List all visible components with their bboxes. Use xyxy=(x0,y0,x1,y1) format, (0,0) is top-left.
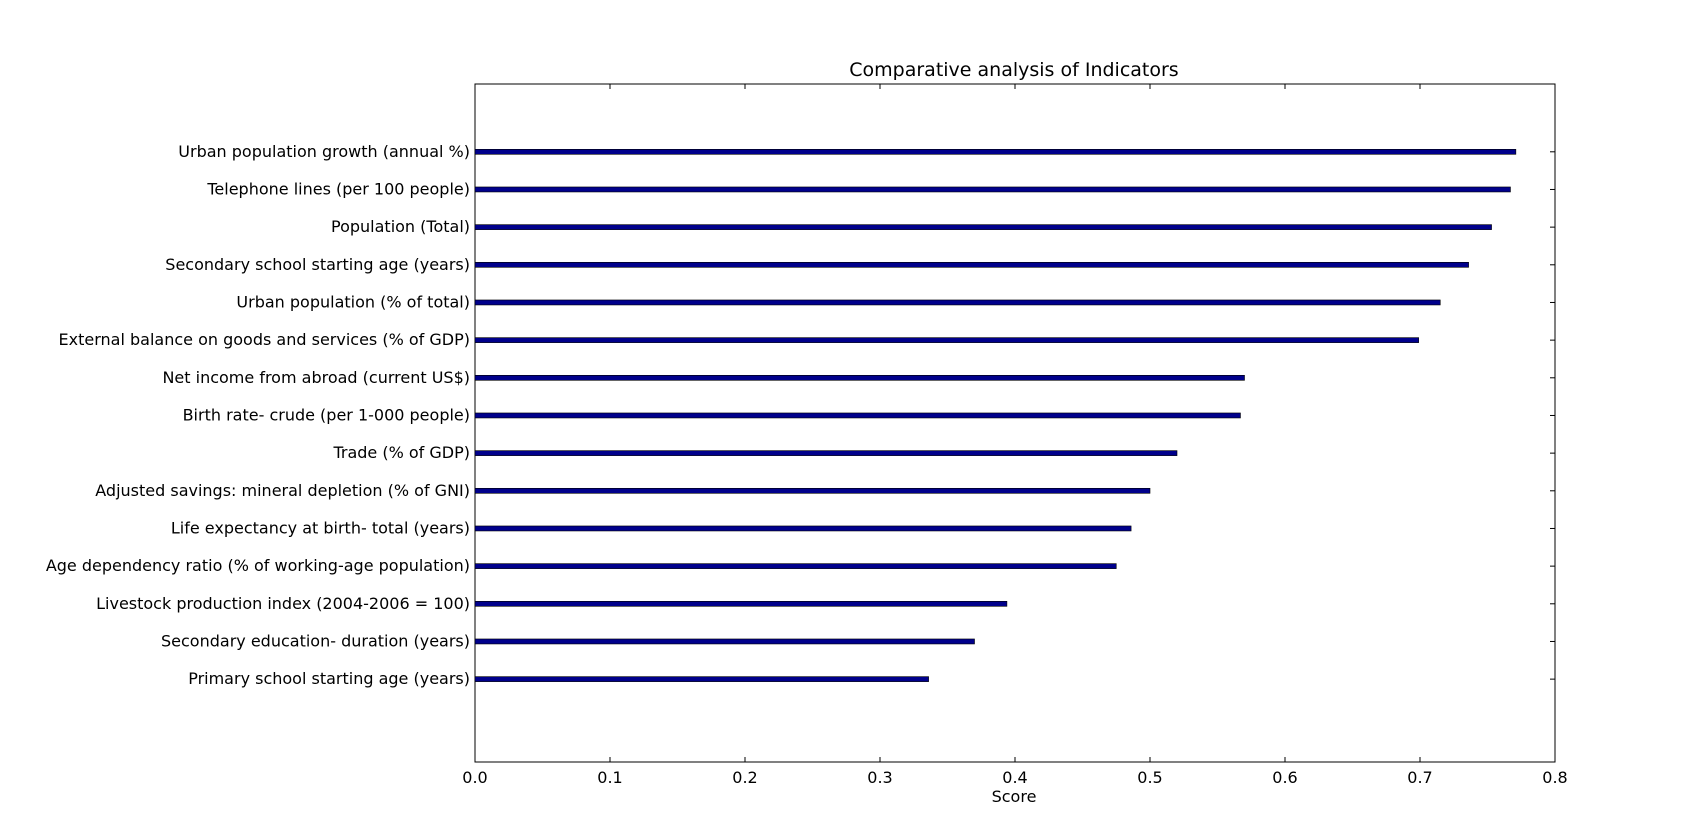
x-tick-labels: 0.0 0.1 0.2 0.3 0.4 0.5 0.6 0.7 0.8 xyxy=(462,768,1567,787)
x-tick-label: 0.5 xyxy=(1137,768,1162,787)
x-tick-label: 0.0 xyxy=(462,768,487,787)
bar xyxy=(474,450,1178,456)
bar xyxy=(474,299,1441,306)
x-tick-label: 0.8 xyxy=(1542,768,1567,787)
bar xyxy=(474,412,1241,419)
category-label: Net income from abroad (current US$) xyxy=(162,368,470,387)
x-tick-label: 0.2 xyxy=(732,768,757,787)
plot-area-frame xyxy=(474,83,1556,763)
category-label: Secondary school starting age (years) xyxy=(165,255,470,274)
bar xyxy=(474,374,1245,381)
bar xyxy=(474,487,1151,494)
category-label: Urban population growth (annual %) xyxy=(178,142,470,161)
bar xyxy=(474,525,1132,532)
category-label: Urban population (% of total) xyxy=(236,292,470,311)
category-label: Telephone lines (per 100 people) xyxy=(206,179,470,198)
category-label: Life expectancy at birth- total (years) xyxy=(171,518,470,537)
bar xyxy=(474,337,1419,343)
x-tick-label: 0.4 xyxy=(1002,768,1027,787)
category-label: Population (Total) xyxy=(331,217,470,236)
bar xyxy=(474,224,1492,230)
category-label: Livestock production index (2004-2006 = … xyxy=(96,594,470,613)
category-labels: Urban population growth (annual %) Teleph… xyxy=(46,142,470,688)
category-label: Age dependency ratio (% of working-age p… xyxy=(46,556,470,575)
x-tick-label: 0.1 xyxy=(597,768,622,787)
bar xyxy=(474,638,975,645)
category-label: Birth rate- crude (per 1-000 people) xyxy=(183,405,470,424)
category-label: Adjusted savings: mineral depletion (% o… xyxy=(95,481,470,500)
category-label: Secondary education- duration (years) xyxy=(161,631,470,650)
x-tick-label: 0.6 xyxy=(1272,768,1297,787)
x-tick-label: 0.7 xyxy=(1407,768,1432,787)
x-tick-label: 0.3 xyxy=(867,768,892,787)
bars-group xyxy=(474,149,1517,682)
bar xyxy=(474,261,1469,268)
category-label: Trade (% of GDP) xyxy=(332,443,470,462)
bar xyxy=(474,149,1517,155)
chart-title: Comparative analysis of Indicators xyxy=(849,59,1178,81)
category-label: Primary school starting age (years) xyxy=(188,669,470,688)
bar xyxy=(474,676,929,682)
category-label: External balance on goods and services (… xyxy=(59,330,470,349)
bar xyxy=(474,186,1511,193)
axis-ticks xyxy=(474,84,1556,762)
bar xyxy=(474,563,1117,569)
bar xyxy=(474,600,1008,607)
x-axis-label: Score xyxy=(992,787,1037,806)
